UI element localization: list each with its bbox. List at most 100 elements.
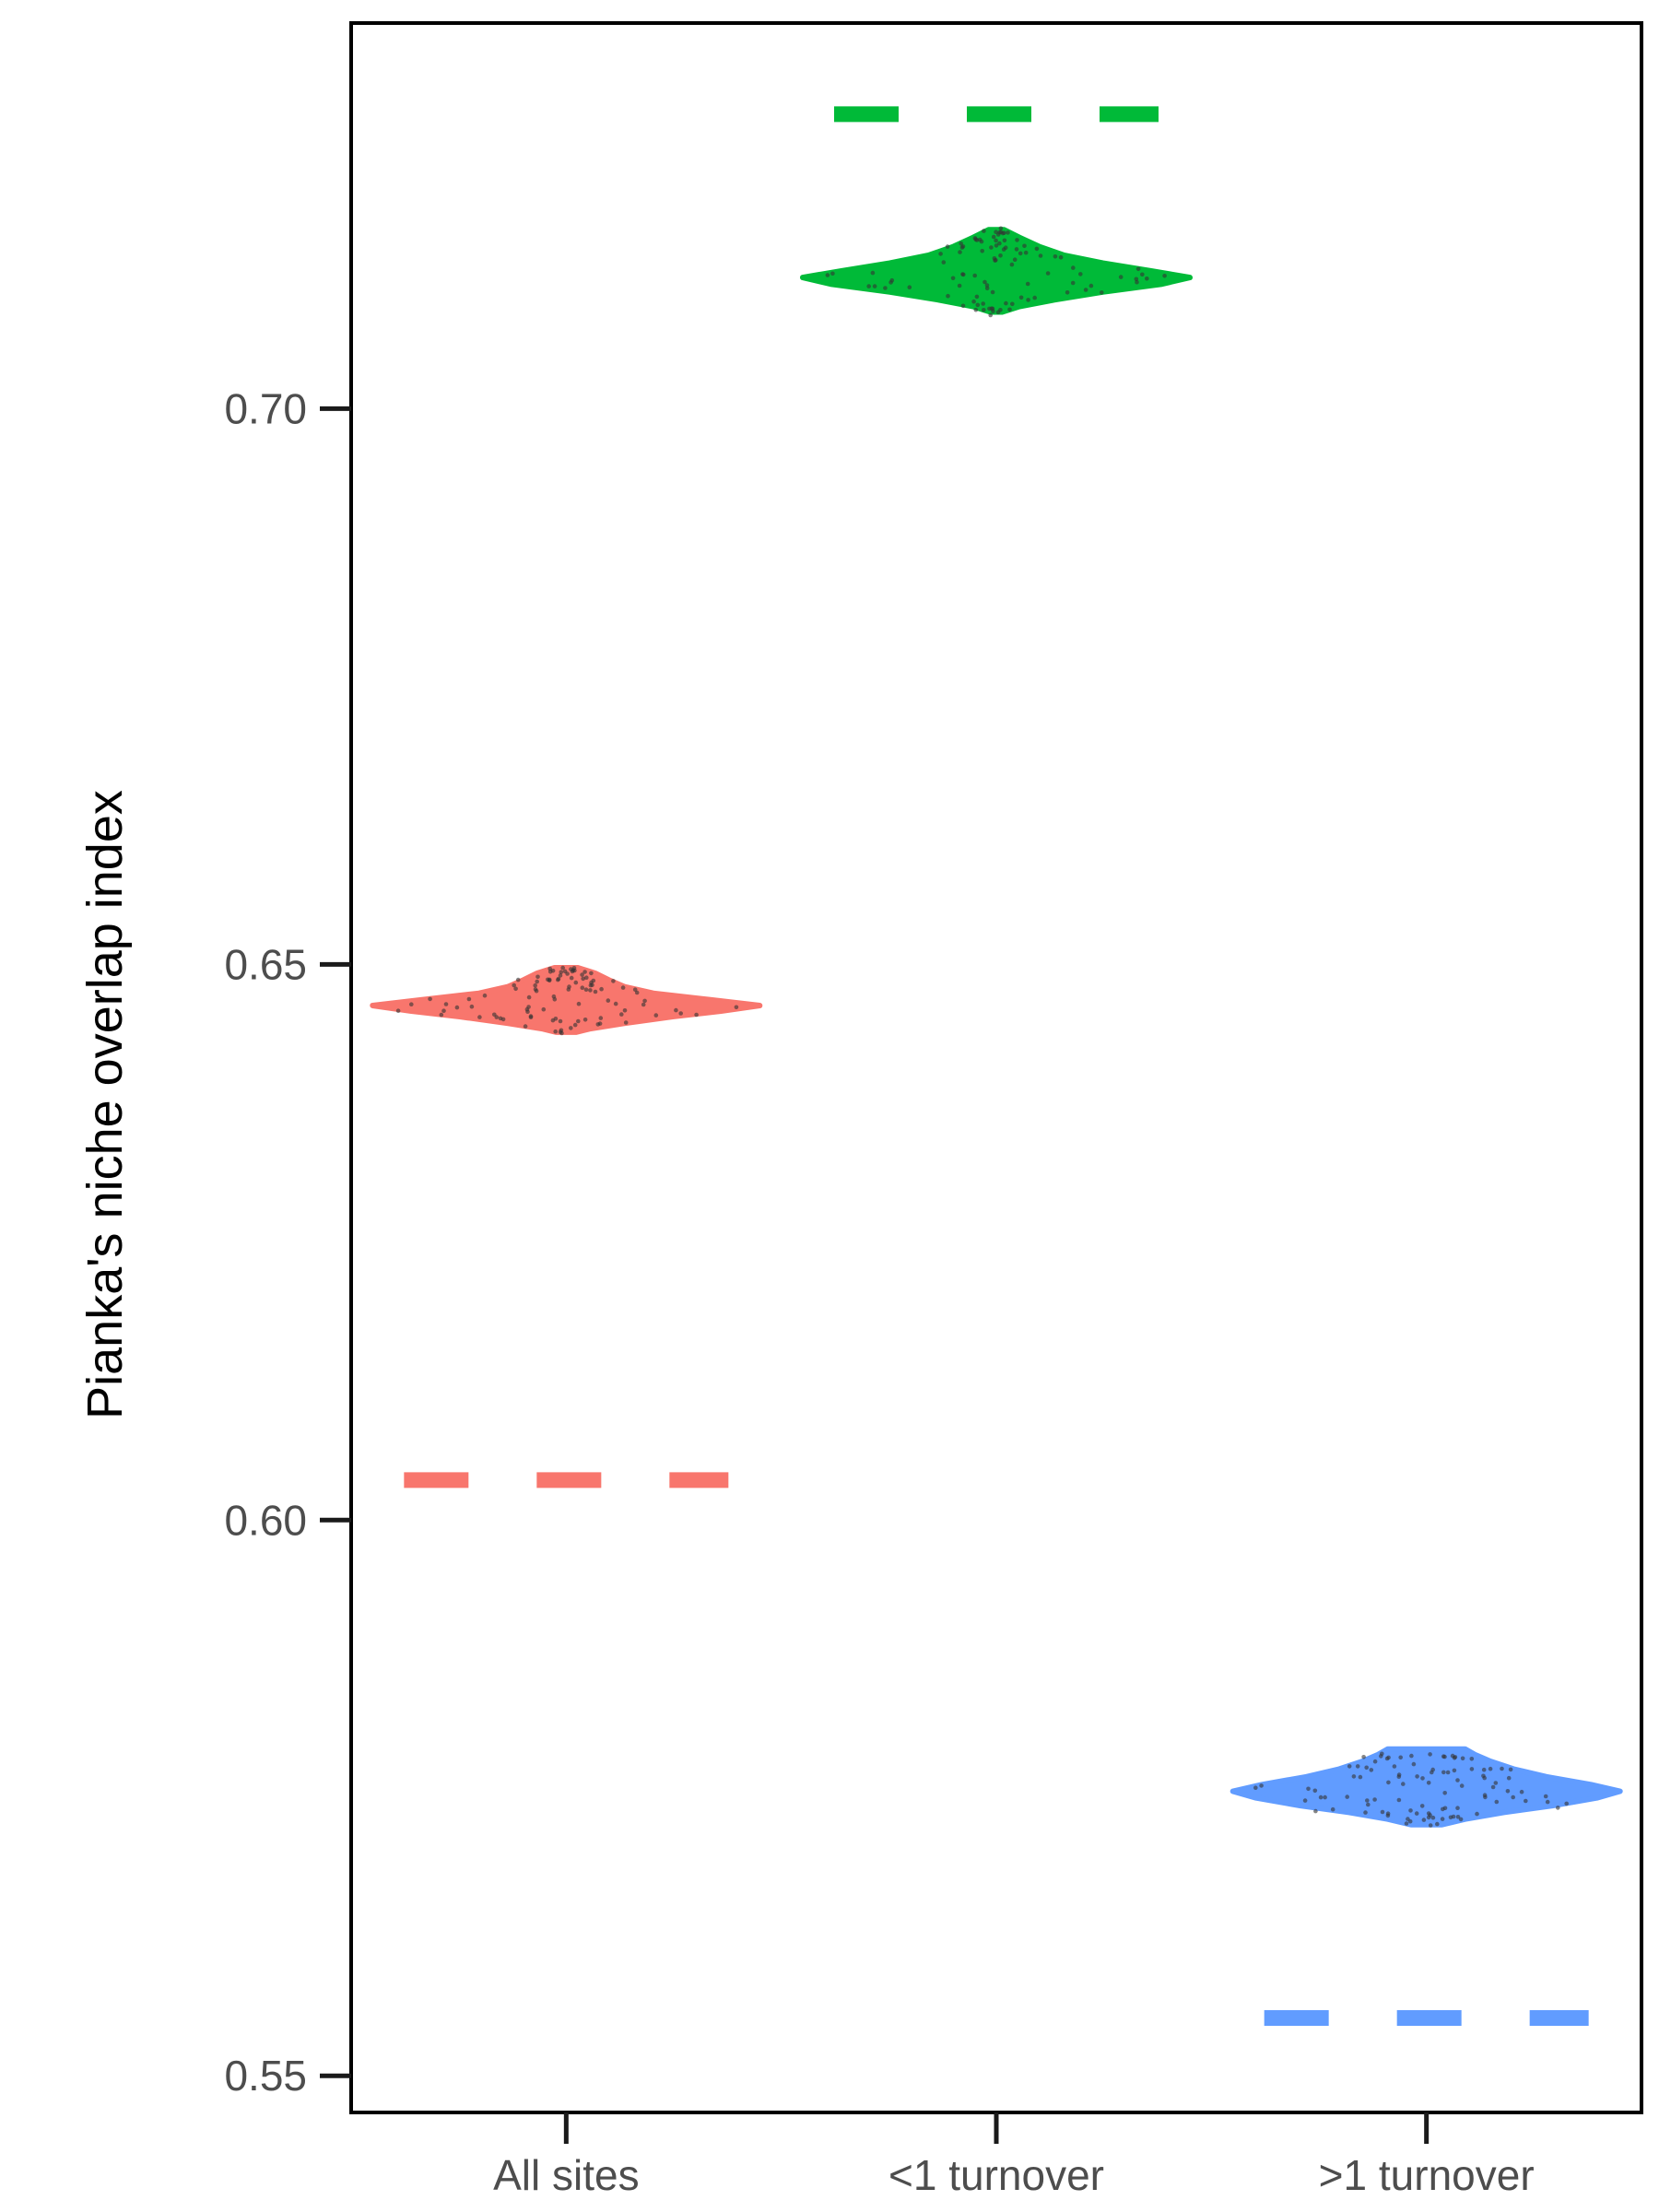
jitter-points-layer: [395, 226, 1569, 1828]
jitter-point: [870, 270, 876, 276]
jitter-point: [547, 966, 552, 971]
jitter-point: [1345, 1794, 1349, 1799]
x-tick-label: >1 turnover: [1319, 2151, 1535, 2199]
jitter-point: [1009, 262, 1015, 267]
jitter-point: [632, 987, 638, 992]
jitter-point: [998, 308, 1003, 312]
jitter-point: [558, 1018, 563, 1024]
jitter-point: [1145, 276, 1149, 281]
jitter-point: [588, 988, 593, 993]
jitter-point: [1045, 271, 1051, 276]
jitter-point: [1452, 1768, 1457, 1773]
jitter-point: [1426, 1781, 1431, 1785]
jitter-point: [974, 294, 980, 300]
jitter-point: [1386, 1755, 1391, 1760]
jitter-point: [515, 977, 521, 982]
y-tick-label: 0.55: [224, 2052, 307, 2100]
jitter-point: [569, 975, 574, 981]
jitter-point: [1415, 1774, 1419, 1779]
jitter-point: [634, 990, 640, 995]
jitter-point: [565, 971, 570, 976]
jitter-point: [1014, 247, 1019, 252]
jitter-point: [1002, 238, 1007, 243]
jitter-point: [1088, 283, 1094, 288]
jitter-point: [1488, 1766, 1493, 1771]
jitter-point: [1318, 1794, 1324, 1800]
jitter-point: [982, 229, 986, 233]
jitter-point: [883, 286, 888, 290]
jitter-point: [1135, 266, 1141, 272]
jitter-point: [1419, 1804, 1425, 1808]
jitter-point: [980, 249, 984, 253]
jitter-point: [1396, 1772, 1402, 1777]
x-tick-label: All sites: [493, 2151, 639, 2199]
jitter-point: [1524, 1798, 1528, 1804]
y-tick-label: 0.65: [224, 940, 307, 988]
y-axis-title: Pianka's niche overlap index: [77, 790, 133, 1419]
jitter-point: [1253, 1785, 1258, 1790]
jitter-point: [1505, 1789, 1511, 1794]
jitter-point: [1012, 257, 1018, 263]
jitter-point: [1018, 251, 1023, 256]
jitter-point: [582, 970, 587, 974]
jitter-point: [991, 234, 996, 240]
jitter-point: [1455, 1806, 1460, 1810]
jitter-point: [995, 232, 1001, 237]
jitter-point: [533, 982, 537, 988]
jitter-point: [1451, 1814, 1456, 1819]
jitter-point: [1411, 1761, 1417, 1767]
jitter-point: [558, 1030, 563, 1034]
jitter-point: [694, 1012, 699, 1018]
jitter-point: [1455, 1778, 1460, 1783]
jitter-point: [993, 258, 997, 263]
jitter-point: [1323, 1794, 1327, 1800]
jitter-point: [583, 987, 589, 992]
jitter-point: [599, 986, 604, 992]
jitter-point: [492, 1012, 497, 1018]
jitter-point: [830, 271, 835, 276]
jitter-point: [1380, 1809, 1385, 1815]
jitter-point: [576, 1018, 581, 1024]
jitter-point: [1259, 1783, 1264, 1788]
jitter-point: [533, 987, 538, 992]
jitter-point: [1365, 1798, 1370, 1803]
jitter-point: [1372, 1759, 1378, 1764]
jitter-point: [1483, 1794, 1488, 1800]
jitter-point: [1361, 1755, 1366, 1759]
jitter-point: [1475, 1811, 1479, 1817]
jitter-point: [439, 1012, 444, 1018]
jitter-point: [535, 979, 539, 984]
jitter-point: [1481, 1767, 1487, 1772]
jitter-point: [1469, 1757, 1475, 1761]
jitter-point: [454, 1005, 460, 1010]
jitter-point: [395, 1008, 401, 1013]
jitter-point: [1010, 301, 1015, 307]
jitter-point: [593, 989, 598, 994]
jitter-point: [1445, 1770, 1451, 1775]
jitter-point: [1455, 1815, 1461, 1819]
jitter-point: [1070, 280, 1076, 286]
jitter-point: [546, 977, 550, 982]
jitter-point: [1140, 272, 1145, 277]
jitter-point: [569, 1026, 573, 1030]
jitter-point: [1135, 279, 1139, 285]
jitter-point: [466, 996, 472, 1002]
jitter-point: [541, 1006, 547, 1012]
jitter-point: [1442, 1806, 1448, 1811]
jitter-point: [556, 976, 561, 982]
jitter-point: [581, 976, 585, 982]
jitter-point: [982, 308, 986, 312]
jitter-point: [591, 978, 596, 983]
jitter-point: [981, 301, 985, 306]
jitter-point: [1428, 1752, 1432, 1757]
jitter-point: [1442, 1791, 1447, 1795]
jitter-point: [558, 973, 563, 978]
jitter-point: [975, 302, 981, 308]
jitter-point: [991, 309, 995, 314]
jitter-point: [1543, 1794, 1548, 1799]
jitter-point: [1508, 1767, 1513, 1772]
jitter-point: [1364, 1765, 1369, 1771]
jitter-point: [973, 307, 979, 312]
jitter-point: [1083, 288, 1088, 292]
